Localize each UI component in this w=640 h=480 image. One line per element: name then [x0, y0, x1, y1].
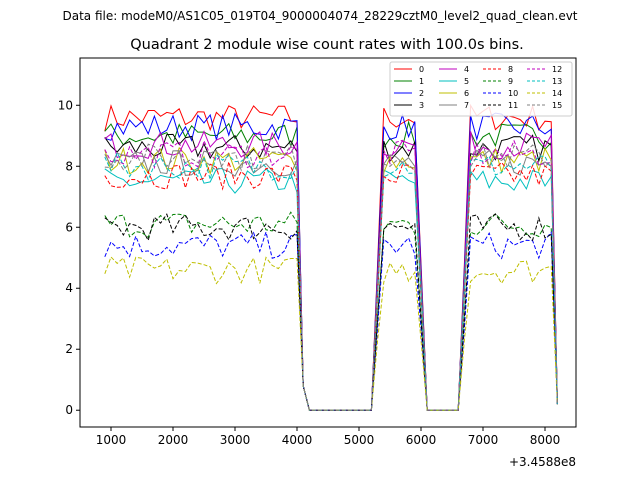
legend-label-2: 2 [419, 89, 424, 98]
y-tick-label: 0 [65, 403, 73, 417]
x-tick-label: 3000 [220, 433, 251, 447]
y-tick-label: 10 [58, 98, 73, 112]
x-tick-label: 8000 [530, 433, 561, 447]
legend-label-5: 5 [464, 77, 469, 86]
x-tick-label: 6000 [406, 433, 437, 447]
x-tick-label: 7000 [468, 433, 499, 447]
series-line-11 [104, 213, 558, 411]
legend-label-1: 1 [419, 77, 424, 86]
series-line-9 [104, 211, 558, 411]
legend-label-8: 8 [508, 65, 513, 74]
series-line-13 [104, 151, 558, 411]
series-line-14 [104, 256, 558, 411]
chart-title: Quadrant 2 module wise count rates with … [130, 37, 524, 53]
series-line-12 [104, 139, 558, 411]
series-line-10 [104, 230, 558, 411]
legend-box [389, 61, 573, 117]
legend-label-12: 12 [552, 65, 562, 74]
legend-label-9: 9 [508, 77, 513, 86]
x-tick-label: 4000 [282, 433, 313, 447]
legend-label-3: 3 [419, 101, 424, 110]
x-tick-label: 1000 [96, 433, 127, 447]
y-tick-label: 6 [65, 220, 73, 234]
plot-frame [79, 57, 577, 428]
x-tick-label: 2000 [158, 433, 189, 447]
legend-label-11: 11 [508, 101, 518, 110]
series-line-8 [104, 159, 558, 411]
legend-label-4: 4 [464, 65, 469, 74]
legend-label-10: 10 [508, 89, 518, 98]
y-tick-label: 2 [65, 342, 73, 356]
series-line-3 [104, 133, 558, 411]
legend-label-15: 15 [552, 101, 562, 110]
x-tick-label: 5000 [344, 433, 375, 447]
legend-label-7: 7 [464, 101, 469, 110]
chart-suptitle: Data file: modeM0/AS1C05_019T04_90000040… [62, 9, 577, 23]
legend-label-13: 13 [552, 77, 562, 86]
y-tick-label: 8 [65, 159, 73, 173]
series-line-15 [104, 142, 558, 411]
series-lines [104, 103, 558, 411]
x-axis: 1000 2000 3000 4000 5000 6000 7000 8000 [96, 427, 561, 447]
x-offset-label: +3.4588e8 [509, 455, 576, 469]
y-axis: 0 2 4 6 8 10 [58, 98, 80, 417]
legend-label-14: 14 [552, 89, 562, 98]
legend-label-0: 0 [419, 65, 424, 74]
y-tick-label: 4 [65, 281, 73, 295]
series-line-7 [104, 149, 558, 411]
legend-label-6: 6 [464, 89, 469, 98]
series-line-5 [104, 167, 558, 411]
